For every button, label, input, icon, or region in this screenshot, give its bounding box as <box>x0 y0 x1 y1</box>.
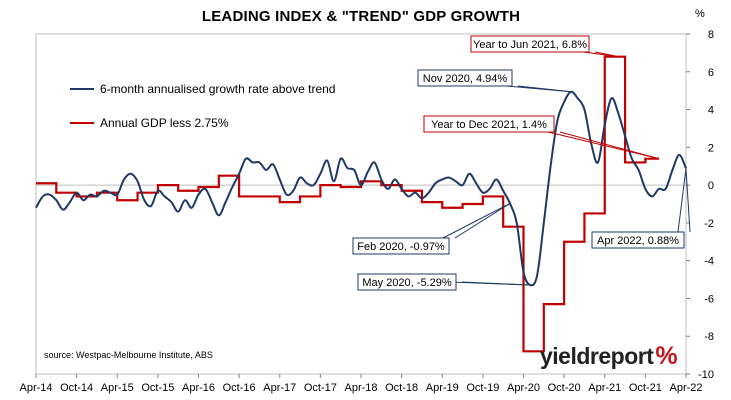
x-tick-label: Oct-19 <box>466 382 499 394</box>
annotation-label: Year to Dec 2021, 1.4% <box>431 119 547 131</box>
annotation-box <box>352 237 450 255</box>
legend-swatch-leading-index <box>70 88 94 90</box>
y-tick-label: 8 <box>708 29 714 41</box>
x-tick-label: Apr-17 <box>263 382 296 394</box>
x-tick-label: Apr-15 <box>101 382 134 394</box>
legend-label-gdp: Annual GDP less 2.75% <box>100 116 229 130</box>
chart-title: LEADING INDEX & "TREND" GDP GROWTH <box>201 8 521 25</box>
x-tick-label: Oct-20 <box>548 382 581 394</box>
x-tick-label: Apr-14 <box>19 382 52 394</box>
y-tick-label: -2 <box>704 218 714 230</box>
y-tick-label: -10 <box>698 369 714 381</box>
y-tick-label: -8 <box>704 331 714 343</box>
x-tick-label: Oct-16 <box>223 382 256 394</box>
annotation-leader <box>685 168 691 233</box>
y-tick-label: -4 <box>704 256 714 268</box>
source-note: source: Westpac-Melbourne Institute, ABS <box>44 350 213 360</box>
x-tick-label: Apr-19 <box>426 382 459 394</box>
annotation-box <box>591 231 685 249</box>
annotation-label: May 2020, -5.29% <box>362 277 451 289</box>
x-tick-label: Oct-15 <box>141 382 174 394</box>
brand-part-report: report <box>589 343 654 369</box>
y-tick-label: 0 <box>708 180 714 192</box>
annotation-box <box>423 115 555 133</box>
annotation-leader <box>517 85 571 93</box>
annotation-label: Feb 2020, -0.97% <box>357 241 445 253</box>
yieldreport-logo: yieldreport% <box>540 342 678 371</box>
annotation-leader <box>594 51 619 58</box>
annotation-leader <box>547 131 660 160</box>
x-tick-label: Oct-14 <box>60 382 93 394</box>
legend-swatch-gdp <box>70 122 94 124</box>
y-tick-label: 6 <box>708 67 714 79</box>
annotation-leader <box>677 168 687 233</box>
x-tick-label: Oct-21 <box>629 382 662 394</box>
annotation-label: Nov 2020, 4.94% <box>423 73 508 85</box>
legend-label-leading-index: 6-month annualised growth rate above tre… <box>100 82 336 96</box>
annotation-box <box>357 273 457 291</box>
y-unit-label: % <box>695 8 705 20</box>
brand-part-percent: % <box>655 342 678 370</box>
x-tick-label: Oct-18 <box>385 382 418 394</box>
series-line-gdp <box>36 55 659 353</box>
x-tick-label: Apr-22 <box>669 382 702 394</box>
annotation-leader <box>559 131 660 160</box>
annotation-box <box>417 69 513 87</box>
y-tick-label: 2 <box>708 142 714 154</box>
x-tick-label: Apr-16 <box>182 382 215 394</box>
annotation-label: Apr 2022, 0.88% <box>597 235 679 247</box>
series-line-leading-index <box>35 90 687 287</box>
x-tick-label: Apr-18 <box>344 382 377 394</box>
x-tick-label: Apr-20 <box>507 382 540 394</box>
annotation-leader <box>442 202 511 239</box>
brand-part-yield: yield <box>540 343 590 369</box>
annotation-box <box>470 35 590 53</box>
annotation-label: Year to Jun 2021, 6.8% <box>473 39 587 51</box>
annotation-leader <box>461 281 531 286</box>
x-tick-label: Oct-17 <box>304 382 337 394</box>
legend-item-gdp: Annual GDP less 2.75% <box>70 116 229 130</box>
x-tick-label: Apr-21 <box>588 382 621 394</box>
y-tick-label: 4 <box>708 105 714 117</box>
annotation-leader <box>454 203 511 239</box>
y-tick-label: -6 <box>704 293 714 305</box>
legend-item-leading-index: 6-month annualised growth rate above tre… <box>70 82 335 96</box>
